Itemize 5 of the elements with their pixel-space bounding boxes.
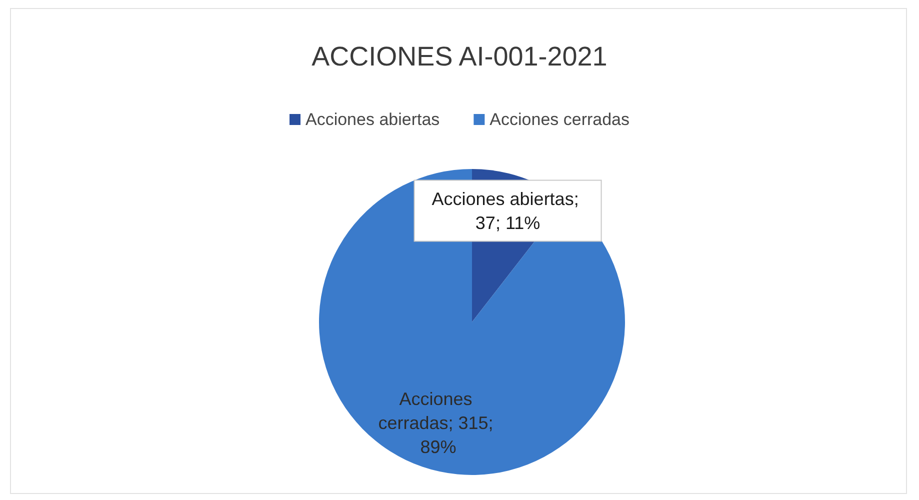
data-label: Acciones cerradas; 315; 89% xyxy=(378,389,498,458)
legend-label: Acciones abiertas xyxy=(305,110,440,129)
data-label: Acciones abiertas; 37; 11% xyxy=(432,188,584,233)
chart-title: ACCIONES AI-001-2021 xyxy=(312,42,608,72)
legend-label: Acciones cerradas xyxy=(490,110,630,129)
